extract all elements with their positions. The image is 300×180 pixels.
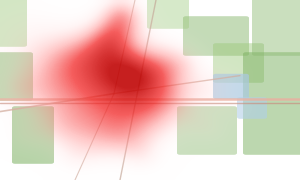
FancyBboxPatch shape xyxy=(213,74,249,99)
FancyBboxPatch shape xyxy=(243,52,300,155)
FancyBboxPatch shape xyxy=(183,16,249,56)
FancyBboxPatch shape xyxy=(213,43,264,83)
FancyBboxPatch shape xyxy=(0,52,33,101)
FancyBboxPatch shape xyxy=(0,0,27,47)
FancyBboxPatch shape xyxy=(252,0,300,56)
FancyBboxPatch shape xyxy=(147,0,189,29)
FancyBboxPatch shape xyxy=(177,106,237,155)
FancyBboxPatch shape xyxy=(237,97,267,119)
FancyBboxPatch shape xyxy=(12,106,54,164)
